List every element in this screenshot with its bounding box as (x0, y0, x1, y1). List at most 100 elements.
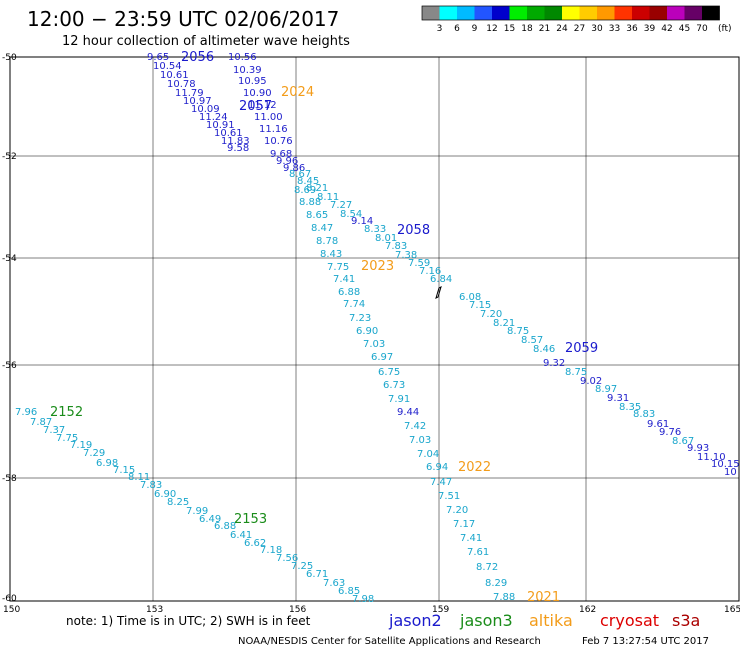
wave-height-label: 7.56 (276, 553, 298, 564)
color-swatch (474, 6, 492, 20)
wave-height-label: 9.65 (147, 52, 169, 63)
color-swatch (597, 6, 615, 20)
wave-height-label: 6.62 (244, 538, 266, 549)
wave-height-label: 6.94 (426, 462, 448, 473)
color-scale-legend: 3 6 9 12 15 18 21 24 27 30 33 36 39 42 45 70 (ft) (421, 5, 732, 34)
color-swatch (649, 6, 667, 20)
wave-height-label: 9.68 (270, 149, 292, 160)
wave-height-label: 7.83 (385, 241, 407, 252)
grid-lines (10, 57, 739, 601)
wave-height-label: 8.57 (521, 335, 543, 346)
wave-height-label: 10 (724, 467, 737, 478)
wave-height-label: 7.75 (56, 433, 78, 444)
wave-height-label: 9.58 (227, 143, 249, 154)
wave-height-label: 7.41 (333, 274, 355, 285)
color-scale-tick: 36 (626, 24, 638, 34)
satellite-legend: jason2 jason3 altika cryosat s3a (388, 611, 700, 630)
wave-height-label: 10.90 (243, 88, 272, 99)
wave-height-label: 11.10 (697, 452, 726, 463)
wave-height-label: 10.54 (153, 61, 182, 72)
satellite-altika: altika (529, 611, 573, 630)
lat-tick: -60 (2, 594, 17, 604)
lat-tick: -54 (2, 254, 17, 264)
wave-height-label: 9.02 (580, 376, 602, 387)
wave-height-label: 9.96 (276, 156, 298, 167)
color-swatch (684, 6, 702, 20)
wave-height-label: 7.20 (446, 505, 468, 516)
color-swatch (632, 6, 650, 20)
wave-height-label: 6.08 (459, 292, 481, 303)
wave-height-label: 7.99 (186, 506, 208, 517)
wave-height-label: 11.16 (259, 124, 288, 135)
wave-height-label: 7.18 (260, 545, 282, 556)
wave-height-label: 8.75 (507, 326, 529, 337)
wave-height-label: 8.67 (672, 436, 694, 447)
wave-height-label: 7.16 (419, 266, 441, 277)
wave-height-label: 7.17 (453, 519, 475, 530)
wave-height-label: 11.24 (199, 112, 228, 123)
wave-height-label: 10.61 (214, 128, 243, 139)
wave-height-label: 8.97 (595, 384, 617, 395)
satellite-cryosat: cryosat (600, 611, 659, 630)
wave-height-label: 7.51 (438, 491, 460, 502)
wave-height-label: 6.75 (378, 367, 400, 378)
wave-height-label: 8.11 (128, 472, 150, 483)
color-swatch (579, 6, 597, 20)
lon-tick: 156 (289, 605, 306, 615)
color-scale-tick: 21 (539, 24, 550, 34)
wave-height-label: 7.37 (43, 425, 65, 436)
wave-height-label: 7.87 (30, 417, 52, 428)
wave-height-label: 7.98 (352, 594, 374, 605)
color-scale-tick: 39 (644, 24, 656, 34)
wave-height-label: 6.85 (338, 586, 360, 597)
lat-axis: -50 -52 -54 -56 -58 -60 (2, 53, 17, 604)
pass-id-label: 2059 (565, 341, 598, 356)
lat-tick: -58 (2, 474, 17, 484)
wave-height-label: 7.03 (409, 435, 431, 446)
wave-height-label: 9.31 (607, 393, 629, 404)
color-swatch (527, 6, 545, 20)
wave-height-label: 7.83 (140, 480, 162, 491)
wave-height-label: 6.90 (356, 326, 378, 337)
color-scale-tick: 45 (679, 24, 690, 34)
color-swatch (667, 6, 685, 20)
wave-height-labels: 9.6510.5410.6110.7811.7910.9710.0911.241… (15, 52, 740, 605)
color-swatch (562, 6, 580, 20)
wave-height-label: 8.75 (565, 367, 587, 378)
wave-height-label: 10.97 (183, 96, 212, 107)
wave-height-label: 7.88 (493, 592, 515, 603)
color-scale-tick: 27 (574, 24, 585, 34)
wave-height-label: 10.39 (233, 65, 262, 76)
wave-height-label: 11.83 (221, 136, 250, 147)
color-swatch (544, 6, 562, 20)
lat-tick: -50 (2, 53, 17, 63)
color-scale-tick: 3 (437, 24, 443, 34)
pass-id-label: 2058 (397, 223, 430, 238)
color-scale-tick: 9 (472, 24, 478, 34)
color-swatch (492, 6, 510, 20)
wave-height-label: 6.88 (214, 521, 236, 532)
pass-id-label: 2021 (527, 590, 560, 605)
wave-height-label: 8.43 (320, 249, 342, 260)
wave-height-label: 6.88 (338, 287, 360, 298)
island-mark (435, 286, 442, 299)
color-swatch (422, 6, 440, 20)
wave-height-label: 7.59 (408, 258, 430, 269)
wave-height-label: 9.14 (351, 216, 373, 227)
wave-height-label: 8.25 (167, 497, 189, 508)
pass-id-label: 2024 (281, 85, 314, 100)
color-scale-tick: 33 (609, 24, 620, 34)
wave-height-label: 7.41 (460, 533, 482, 544)
wave-height-label: 8.21 (493, 318, 515, 329)
wave-height-label: 7.20 (480, 309, 502, 320)
color-swatch (457, 6, 475, 20)
wave-height-label: 9.44 (397, 407, 419, 418)
satellite-jason2: jason2 (388, 611, 442, 630)
lon-tick: 153 (146, 605, 163, 615)
wave-height-label: 7.23 (349, 313, 371, 324)
color-scale-tick: 12 (486, 24, 497, 34)
wave-height-label: 8.69 (294, 185, 316, 196)
wave-height-label: 7.27 (330, 200, 352, 211)
pass-id-label: 2056 (181, 50, 214, 65)
pass-id-label: 2057 (239, 99, 272, 114)
